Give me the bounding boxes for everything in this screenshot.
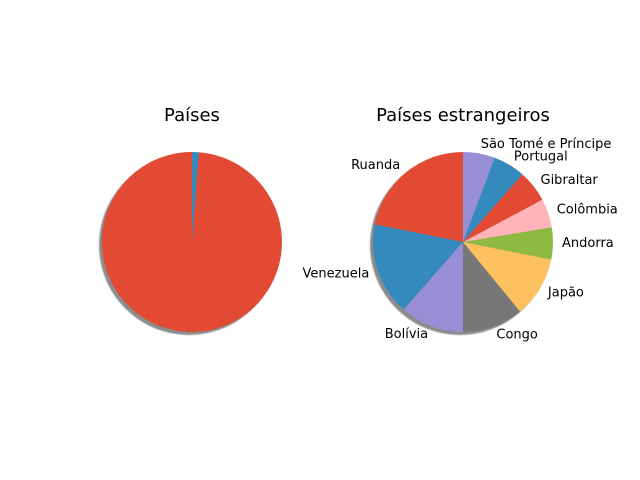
pie-slice-sao-tome-e-principe — [463, 152, 495, 242]
pie-label-bolivia: Bolívia — [385, 327, 428, 342]
pie-label-portugal: Portugal — [514, 150, 568, 165]
pie-slice-0-0 — [101, 152, 282, 332]
pie-label-gibraltar: Gibraltar — [541, 173, 599, 188]
pie-label-ruanda: Ruanda — [351, 158, 400, 173]
pie-slice-congo — [463, 242, 521, 332]
pie-slices-paises — [101, 152, 282, 332]
pie-label-colombia: Colômbia — [557, 203, 618, 218]
chart-title-paises-estrangeiros: Países estrangeiros — [376, 105, 550, 126]
chart-title-paises: Países — [164, 105, 220, 126]
pie-slice-portugal — [463, 157, 523, 242]
pie-slice-0-1 — [192, 152, 199, 242]
pie-slice-venezuela — [372, 224, 463, 310]
pie-slices-paises-estrangeiros — [372, 152, 554, 332]
pie-label-venezuela: Venezuela — [303, 266, 370, 281]
pie-slice-bolivia — [403, 242, 463, 332]
pie-labels-paises-estrangeiros: Ruanda Venezuela Bolívia Congo Japão Andorra C… — [303, 137, 618, 343]
pie-label-andorra: Andorra — [562, 236, 614, 251]
pie-chart-paises-estrangeiros: Países estrangeiros Ruanda Venezuela Bolív… — [303, 105, 618, 343]
pie-slice-japao — [463, 242, 552, 312]
pie-slice-gibraltar — [463, 174, 543, 242]
pie-label-sao-tome-e-principe: São Tomé e Príncipe — [481, 137, 612, 152]
pie-slice-colombia — [463, 199, 552, 242]
pie-chart-paises: Países — [99, 105, 282, 335]
pie-slice-andorra — [463, 227, 554, 260]
pie-label-congo: Congo — [496, 328, 538, 343]
pie-label-japao: Japão — [547, 285, 584, 300]
pie-slice-ruanda — [374, 152, 463, 242]
